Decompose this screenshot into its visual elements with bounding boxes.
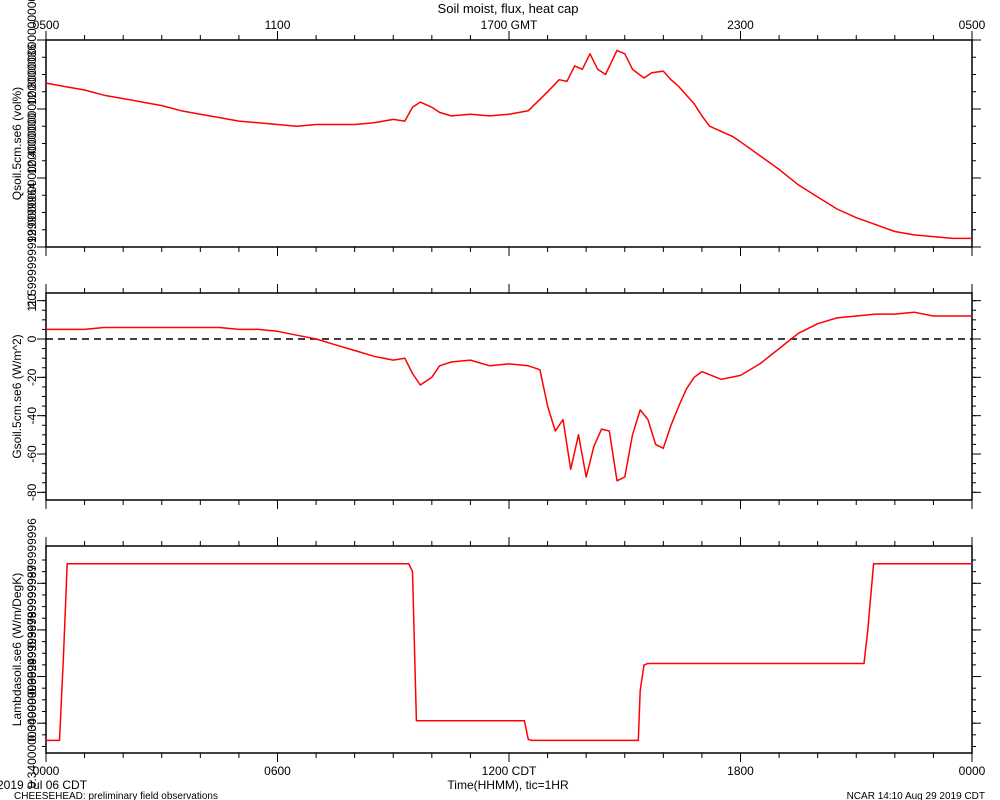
chart-panel-3: 0.3400000000000000240.349999999999999978…	[10, 518, 981, 788]
footer-right: NCAR 14:10 Aug 29 2019 CDT	[847, 791, 985, 800]
top-axis-tick-label: 1700 GMT	[481, 18, 538, 32]
y-tick-label: 12.00000000000000000	[25, 113, 39, 243]
y-axis-label: Qsoil.5cm.se6 (vol%)	[10, 87, 24, 200]
bottom-axis-tick-label: 0000	[33, 764, 60, 778]
bottom-axis-tick-label: 1200 CDT	[482, 764, 537, 778]
plot-frame	[45, 545, 973, 754]
y-tick-label: 11.59999999999999964	[25, 182, 39, 312]
top-axis-tick-label: 2300	[727, 18, 754, 32]
y-tick-label: 0.359999999999999987	[25, 565, 39, 695]
y-tick-label: -80	[25, 483, 39, 501]
y-tick-label: 20	[25, 294, 39, 308]
plot-frame	[45, 292, 973, 501]
y-tick-label: -60	[25, 445, 39, 463]
series-line	[45, 49, 972, 240]
y-tick-label: 0	[25, 335, 39, 342]
chart-panel-1: 11.5999999999999996412.00000000000000000…	[10, 0, 981, 312]
x-axis-label: Time(HHMM), tic=1HR	[447, 778, 569, 792]
bottom-axis-tick-labels: 0000 0600 1200 CDT 1800 0000	[33, 764, 986, 778]
y-tick-label: 0.369999999999999996	[25, 518, 39, 648]
chart-title: Soil moist, flux, heat cap	[438, 1, 579, 16]
footer-left: CHEESEHEAD: preliminary field observatio…	[14, 791, 218, 800]
y-tick-label: 0.340000000000000024	[25, 658, 39, 788]
bottom-axis-tick-label: 1800	[727, 764, 754, 778]
chart-panels: 11.5999999999999996412.00000000000000000…	[10, 0, 981, 788]
bottom-axis-tick-label: 0000	[959, 764, 986, 778]
top-axis-tick-label: 1100	[265, 18, 291, 32]
y-tick-label: -40	[25, 407, 39, 425]
top-axis-tick-label: 0500	[33, 18, 60, 32]
series-line	[46, 311, 972, 482]
y-tick-label: -20	[25, 368, 39, 386]
y-tick-label: 12.40000000000000036	[25, 44, 39, 174]
plot-frame	[45, 39, 973, 248]
top-axis-tick-label: 0500	[959, 18, 986, 32]
top-axis-tick-labels: 0500 1100 1700 GMT 2300 0500	[33, 18, 986, 32]
series-line	[46, 562, 972, 742]
y-tick-label: 12.80000000000000071	[25, 0, 39, 105]
bottom-axis-tick-label: 0600	[264, 764, 291, 778]
y-tick-label: 0.349999999999999978	[25, 611, 39, 741]
y-axis-label: Lambdasoil.se6 (W/m/DegK)	[10, 573, 24, 726]
chart-panel-2: 20 0 -20 -40 -60 -80 Gsoil.5cm.se6 (W/m^2)	[10, 284, 981, 509]
y-axis-label: Gsoil.5cm.se6 (W/m^2)	[10, 334, 24, 458]
footer-date: 2019 Jul 06 CDT	[0, 778, 88, 792]
